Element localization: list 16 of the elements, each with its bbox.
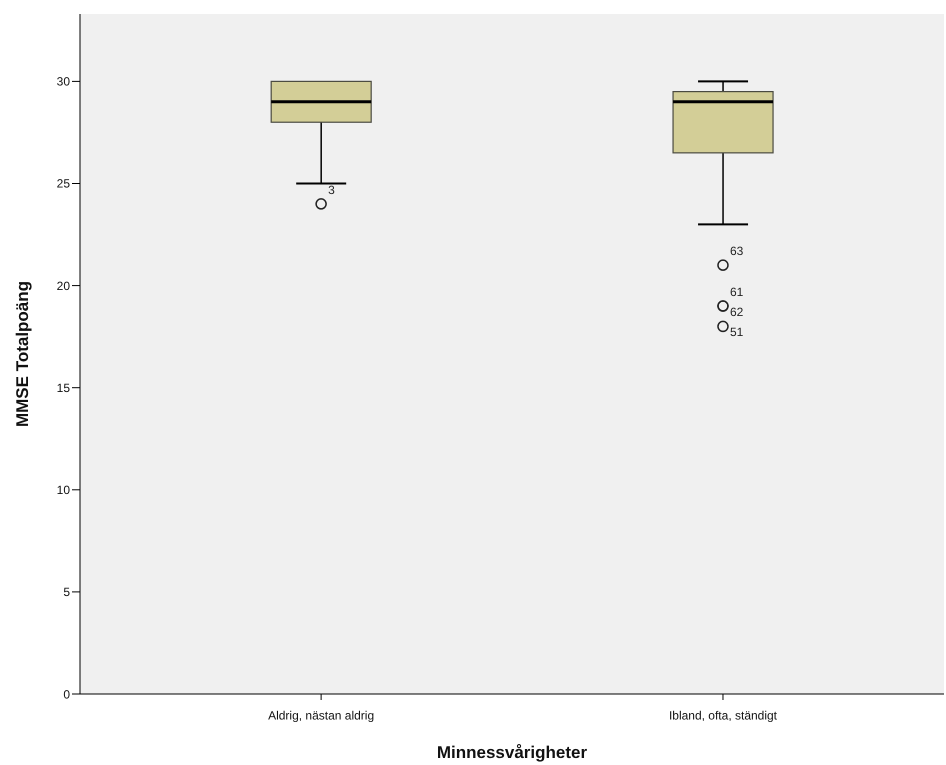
y-tick-label: 0 [63, 687, 70, 702]
x-tick-label: Ibland, ofta, ständigt [668, 708, 778, 723]
annotation: 51 [730, 325, 744, 340]
annotation: 62 [730, 305, 744, 320]
annotation: 3 [328, 182, 336, 197]
annotation: 61 [730, 285, 744, 300]
y-axis-title: MMSE Totalpoäng [12, 280, 32, 428]
y-tick-label: 20 [56, 278, 70, 293]
x-axis-title: Minnessvårigheter [436, 742, 588, 762]
y-tick-label: 5 [63, 585, 70, 600]
y-tick-label: 30 [56, 74, 70, 89]
y-tick-label: 25 [56, 176, 70, 191]
x-tick-label: Aldrig, nästan aldrig [268, 708, 374, 723]
y-tick-label: 15 [56, 380, 70, 395]
y-tick-label: 10 [56, 483, 70, 498]
annotation: 63 [730, 244, 744, 258]
